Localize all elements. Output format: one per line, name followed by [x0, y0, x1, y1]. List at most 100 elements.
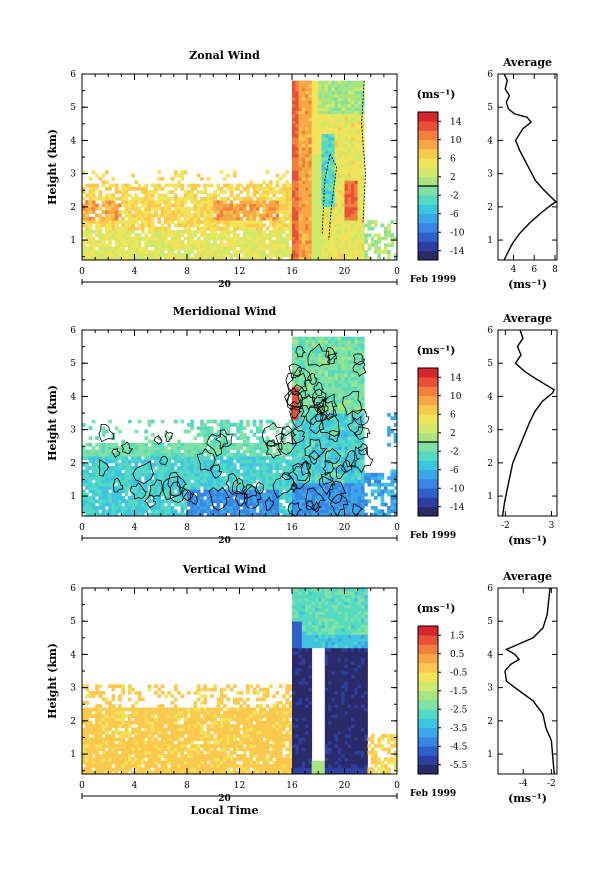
heatmap-cell	[124, 466, 129, 470]
heatmap-cell	[160, 466, 165, 470]
heatmap-cell	[104, 200, 109, 204]
heatmap-cell	[377, 233, 381, 238]
heatmap-cell	[275, 223, 280, 228]
heatmap-cell	[357, 196, 362, 201]
heatmap-cell	[328, 150, 332, 155]
heatmap-cell	[337, 439, 342, 444]
heatmap-cell	[209, 486, 214, 490]
heatmap-cell	[311, 173, 316, 178]
heatmap-cell	[167, 246, 171, 251]
heatmap-cell	[331, 180, 336, 185]
heatmap-cell	[347, 120, 352, 125]
heatmap-cell	[196, 442, 201, 447]
heatmap-cell	[351, 83, 355, 88]
heatmap-cell	[173, 173, 178, 178]
heatmap-cell	[269, 213, 273, 218]
heatmap-cell	[236, 426, 240, 431]
heatmap-cell	[91, 216, 96, 221]
heatmap-cell	[229, 256, 234, 261]
heatmap-cell	[308, 233, 313, 238]
heatmap-cell	[298, 383, 303, 387]
heatmap-cell	[137, 452, 142, 457]
heatmap-cell	[324, 399, 329, 404]
heatmap-cell	[324, 250, 329, 254]
heatmap-cell	[311, 167, 316, 171]
heatmap-cell	[337, 393, 342, 397]
heatmap-cell	[223, 499, 227, 504]
heatmap-cell	[98, 506, 103, 510]
heatmap-cell	[265, 476, 270, 480]
heatmap-cell	[223, 230, 227, 234]
heatmap-cell	[108, 196, 112, 201]
heatmap-cell	[324, 456, 329, 460]
heatmap-cell	[249, 462, 254, 467]
heatmap-cell	[121, 476, 126, 480]
heatmap-cell	[262, 472, 267, 477]
heatmap-cell	[206, 210, 211, 214]
heatmap-cell	[269, 512, 273, 517]
heatmap-cell	[318, 246, 322, 251]
heatmap-cell	[232, 486, 237, 490]
heatmap-cell	[242, 476, 247, 480]
heatmap-cell	[216, 479, 221, 484]
heatmap-cell	[213, 190, 217, 194]
heatmap-cell	[226, 196, 231, 201]
heatmap-cell	[200, 479, 204, 484]
heatmap-cell	[239, 452, 244, 457]
heatmap-cell	[351, 113, 355, 118]
heatmap-cell	[318, 373, 322, 377]
heatmap-cell	[183, 486, 188, 490]
heatmap-cell	[262, 476, 267, 480]
heatmap-cell	[288, 183, 293, 188]
heatmap-cell	[121, 186, 126, 191]
heatmap-cell	[324, 163, 329, 168]
heatmap-cell	[154, 442, 158, 447]
heatmap-cell	[324, 256, 329, 261]
heatmap-cell	[183, 446, 188, 450]
heatmap-cell	[351, 93, 355, 98]
heatmap-cell	[328, 210, 332, 214]
heatmap-cell	[295, 439, 299, 444]
heatmap-cell	[216, 236, 221, 241]
heatmap-cell	[232, 170, 237, 175]
heatmap-cell	[265, 462, 270, 467]
heatmap-cell	[173, 479, 178, 484]
heatmap-cell	[223, 220, 227, 224]
heatmap-cell	[311, 396, 316, 401]
heatmap-cell	[357, 203, 362, 208]
heatmap-cell	[314, 236, 319, 241]
heatmap-cell	[91, 210, 96, 214]
heatmap-cell	[298, 110, 303, 115]
heatmap-cell	[249, 196, 254, 201]
heatmap-cell	[223, 203, 227, 208]
colorbar-swatch	[418, 130, 438, 141]
heatmap-cell	[357, 160, 362, 165]
heatmap-cell	[150, 236, 155, 241]
heatmap-cell	[295, 83, 299, 88]
heatmap-cell	[301, 343, 306, 348]
heatmap-cell	[101, 180, 106, 185]
heatmap-cell	[301, 406, 306, 411]
heatmap-cell	[308, 153, 313, 158]
heatmap-cell	[318, 137, 322, 141]
heatmap-cell	[301, 200, 306, 204]
heatmap-cell	[357, 190, 362, 194]
heatmap-cell	[305, 193, 309, 198]
heatmap-cell	[85, 213, 89, 218]
heatmap-cell	[347, 190, 352, 194]
heatmap-cell	[91, 452, 96, 457]
heatmap-cell	[98, 243, 103, 248]
heatmap-cell	[295, 479, 299, 484]
heatmap-cell	[223, 190, 227, 194]
heatmap-cell	[301, 80, 306, 85]
heatmap-cell	[269, 240, 273, 244]
heatmap-cell	[298, 113, 303, 118]
heatmap-cell	[108, 193, 112, 198]
heatmap-cell	[347, 233, 352, 238]
heatmap-cell	[328, 256, 332, 261]
heatmap-cell	[124, 256, 129, 261]
heatmap-cell	[321, 343, 326, 348]
heatmap-cell	[301, 363, 306, 367]
heatmap-cell	[252, 210, 257, 214]
heatmap-cell	[124, 186, 129, 191]
